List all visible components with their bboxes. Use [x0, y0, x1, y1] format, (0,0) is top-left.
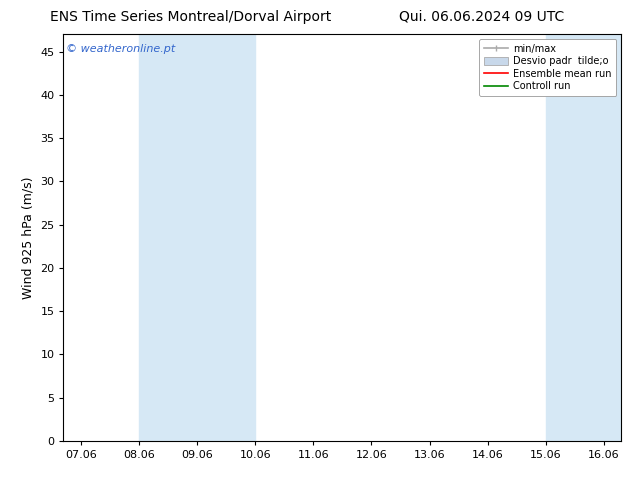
Text: Qui. 06.06.2024 09 UTC: Qui. 06.06.2024 09 UTC — [399, 10, 564, 24]
Legend: min/max, Desvio padr  tilde;o, Ensemble mean run, Controll run: min/max, Desvio padr tilde;o, Ensemble m… — [479, 39, 616, 96]
Text: © weatheronline.pt: © weatheronline.pt — [66, 45, 176, 54]
Text: ENS Time Series Montreal/Dorval Airport: ENS Time Series Montreal/Dorval Airport — [49, 10, 331, 24]
Bar — [139, 34, 255, 441]
Bar — [546, 34, 633, 441]
Y-axis label: Wind 925 hPa (m/s): Wind 925 hPa (m/s) — [22, 176, 35, 299]
